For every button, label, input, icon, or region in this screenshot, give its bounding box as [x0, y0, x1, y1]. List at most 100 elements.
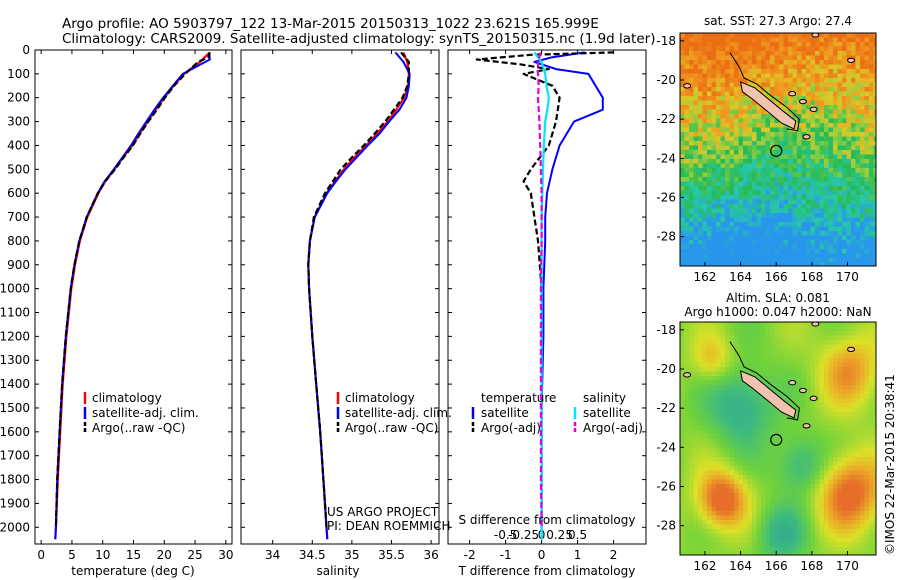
map-cell: [779, 262, 784, 266]
map-cell: [873, 340, 876, 345]
map-cell: [837, 407, 843, 413]
map-cell: [684, 181, 690, 187]
map-cell: [873, 547, 876, 552]
map-cell: [783, 69, 789, 74]
map-cell: [855, 231, 861, 236]
map-cell: [756, 73, 762, 79]
map-cell: [855, 96, 861, 101]
map-cell: [689, 42, 694, 47]
map-cell: [734, 37, 739, 43]
map-cell: [734, 51, 739, 56]
map-cell: [752, 64, 757, 70]
map-cell: [806, 551, 811, 555]
map-cell: [711, 168, 717, 173]
map-cell: [729, 461, 735, 467]
map-cell: [828, 190, 834, 196]
map-cell: [801, 344, 807, 350]
map-cell: [684, 213, 690, 218]
map-cell: [792, 475, 798, 480]
map-cell: [765, 470, 771, 476]
map-cell: [779, 371, 784, 377]
map-cell: [864, 466, 870, 471]
map-cell: [689, 114, 694, 119]
map-cell: [684, 204, 690, 209]
map-cell: [797, 55, 802, 61]
map-cell: [774, 46, 780, 52]
map-cell: [846, 109, 852, 115]
map-y-tick-label: -28: [656, 230, 676, 244]
map-cell: [725, 326, 730, 332]
map-cell: [729, 394, 735, 399]
map-cell: [716, 416, 721, 422]
map-cell: [680, 493, 685, 498]
map-cell: [770, 217, 775, 223]
map-cell: [765, 231, 771, 236]
depth-tick-label: 900: [7, 258, 30, 272]
map-cell: [693, 349, 699, 354]
map-cell: [828, 344, 834, 350]
map-cell: [873, 551, 876, 555]
map-cell: [702, 222, 708, 227]
map-cell: [797, 150, 802, 155]
map-cell: [707, 353, 712, 359]
map-cell: [743, 547, 748, 552]
map-cell: [801, 190, 807, 196]
map-cell: [837, 421, 843, 426]
map-cell: [774, 484, 780, 489]
map-cell: [765, 488, 771, 494]
map-cell: [698, 150, 703, 155]
map-cell: [738, 524, 744, 530]
map-cell: [774, 326, 780, 332]
map-cell: [734, 506, 739, 512]
map-cell: [698, 425, 703, 431]
map-cell: [684, 96, 690, 101]
map-cell: [869, 452, 874, 458]
map-cell: [869, 82, 874, 88]
map-cell: [837, 389, 843, 395]
map-cell: [720, 322, 726, 327]
map-cell: [815, 389, 820, 395]
map-cell: [828, 551, 834, 555]
map-cell: [774, 385, 780, 390]
map-cell: [729, 231, 735, 236]
map-cell: [779, 240, 784, 245]
map-cell: [855, 439, 861, 444]
map-cell: [752, 475, 757, 480]
map-cell: [738, 547, 744, 552]
map-cell: [869, 190, 874, 196]
map-cell: [707, 204, 712, 209]
map-cell: [711, 73, 717, 79]
map-cell: [819, 331, 825, 336]
map-cell: [707, 497, 712, 503]
map-cell: [756, 60, 762, 65]
map-cell: [756, 367, 762, 372]
map-cell: [833, 448, 838, 453]
map-cell: [711, 105, 717, 110]
map-cell: [734, 340, 739, 345]
map-cell: [680, 398, 685, 404]
map-cell: [779, 529, 784, 534]
map-cell: [738, 461, 744, 467]
map-cell: [788, 484, 793, 489]
map-cell: [689, 457, 694, 462]
map-cell: [855, 475, 861, 480]
map-cell: [864, 73, 870, 79]
map-cell: [698, 105, 703, 110]
map-cell: [815, 199, 820, 205]
map-cell: [729, 475, 735, 480]
map-cell: [824, 60, 829, 65]
map-cell: [734, 538, 739, 543]
map-cell: [819, 335, 825, 341]
map-cell: [815, 479, 820, 485]
map-cell: [765, 150, 771, 155]
map-cell: [770, 222, 775, 227]
map-cell: [707, 529, 712, 534]
map-cell: [792, 208, 798, 214]
map-cell: [725, 439, 730, 444]
map-cell: [788, 240, 793, 245]
map-cell: [828, 240, 834, 245]
map-cell: [770, 118, 775, 124]
map-cell: [698, 258, 703, 263]
map-cell: [689, 136, 694, 142]
map-cell: [788, 33, 793, 38]
